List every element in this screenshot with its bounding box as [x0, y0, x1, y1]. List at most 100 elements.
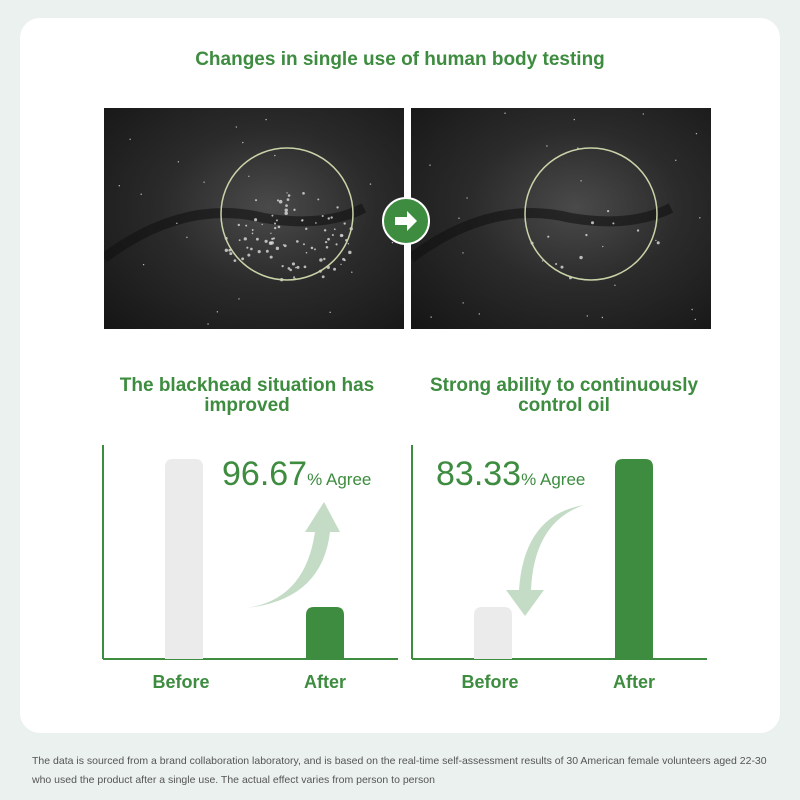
x-label-before: Before [152, 672, 210, 692]
pore-dot [343, 222, 346, 225]
pore-dot [284, 211, 288, 216]
pore-dot [579, 255, 583, 260]
skin-speck [286, 192, 288, 194]
pore-dot [341, 234, 344, 237]
pore-dot [243, 237, 247, 241]
pore-dot [269, 255, 273, 259]
pore-dot [315, 222, 317, 224]
agree-unit: % Agree [307, 470, 372, 489]
pore-dot [282, 244, 285, 246]
skin-speck [462, 252, 464, 254]
pore-dot [251, 229, 254, 231]
pore-dot [286, 198, 290, 201]
pore-dot [229, 252, 233, 256]
oil-chart [411, 445, 707, 660]
skin-speck [573, 118, 575, 121]
nose-shadow [411, 203, 674, 263]
pore-dot [321, 275, 325, 279]
skin-speck [186, 236, 188, 239]
skin-speck [458, 217, 460, 219]
pore-dot [305, 227, 308, 231]
skin-speck [699, 217, 701, 219]
pore-dot [254, 199, 258, 202]
blackhead-chart [102, 445, 398, 660]
pore-dot [606, 209, 610, 213]
skin-speck [586, 315, 589, 317]
pore-dot [323, 229, 327, 232]
pore-dot [333, 228, 336, 231]
pore-dot [246, 246, 249, 249]
x-label-after: After [303, 672, 346, 692]
skin-speck [642, 113, 644, 115]
agree-value-oil: 83.33% Agree [436, 455, 585, 494]
pore-dot [330, 216, 333, 219]
pore-dot [324, 240, 328, 244]
pore-dot [233, 259, 237, 263]
pore-dot [296, 265, 300, 269]
pore-dot [295, 266, 297, 269]
highlight-circle [220, 147, 354, 281]
skin-speck [691, 308, 693, 311]
skin-speck [265, 118, 267, 121]
agree-number: 96.67 [222, 455, 308, 493]
pore-dot [265, 249, 269, 253]
skin-speck [270, 232, 272, 235]
trend-arrow-icon [246, 502, 340, 608]
pore-dot [237, 223, 240, 227]
pore-dot [245, 224, 248, 227]
pore-dot [323, 257, 326, 261]
skin-speck [546, 145, 548, 147]
pore-dot [590, 221, 595, 225]
pore-dot [255, 237, 259, 241]
footnote: The data is sourced from a brand collabo… [32, 755, 767, 786]
pore-dot [293, 276, 296, 279]
skin-speck [235, 126, 238, 128]
pore-dot [271, 214, 274, 217]
skin-speck [504, 112, 506, 114]
skin-speck [207, 323, 209, 325]
skin-speck [601, 316, 604, 319]
pore-dot [302, 191, 305, 195]
skin-speck [347, 243, 350, 245]
pore-dot [325, 246, 329, 249]
skin-speck [351, 271, 353, 273]
agree-unit: % Agree [521, 470, 586, 489]
pore-dot [321, 214, 324, 218]
pore-dot [348, 250, 352, 255]
skin-speck [580, 180, 582, 182]
skin-speck [129, 138, 131, 140]
skin-speck [466, 197, 468, 199]
bar-after [306, 607, 344, 659]
pore-dot [555, 262, 558, 266]
pore-dot [333, 267, 337, 271]
x-label-before: Before [461, 672, 519, 692]
bar-before [165, 459, 203, 659]
pore-dot [336, 206, 339, 209]
skin-speck [261, 223, 263, 226]
skin-speck [176, 222, 178, 225]
pore-dot [273, 226, 277, 230]
pore-dot [327, 217, 330, 220]
pore-dot [319, 258, 323, 262]
skin-speck [242, 141, 244, 144]
skin-speck [274, 154, 276, 157]
skin-speck [614, 284, 616, 286]
skin-speck [462, 302, 464, 304]
skin-speck [602, 245, 604, 248]
pore-dot [305, 251, 308, 254]
skin-speck [118, 185, 120, 187]
bar-after [615, 459, 653, 659]
pore-dot [278, 199, 283, 204]
skin-speck [577, 147, 579, 149]
skin-speck [177, 161, 180, 163]
chart-title-blackhead: The blackhead situation has improved [119, 375, 375, 416]
pore-dot [271, 237, 274, 241]
trend-arrow-icon [506, 505, 584, 616]
skin-speck [478, 313, 481, 315]
skin-speck [329, 311, 331, 314]
chart-title-oil: Strong ability to continuously control o… [429, 375, 699, 416]
after-photo [411, 108, 711, 329]
pore-dot [547, 235, 550, 238]
pore-dot [636, 229, 640, 232]
pore-dot [327, 237, 330, 241]
